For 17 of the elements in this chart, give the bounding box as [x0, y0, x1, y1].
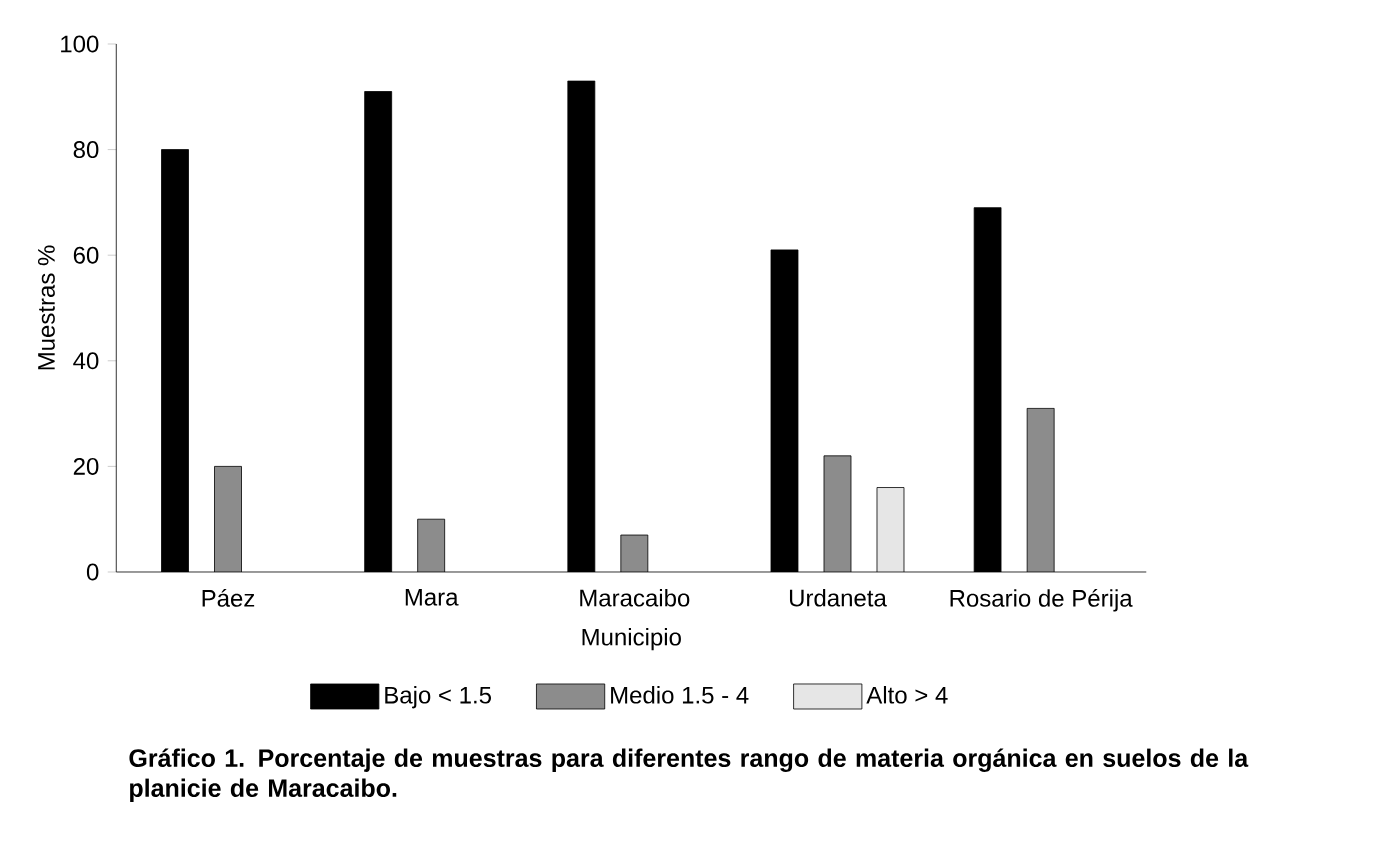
legend-label: Alto > 4 [866, 686, 948, 704]
x-tick-label: Maracaibo [580, 588, 690, 607]
text: Gráfico 1. Porcentaje de muestras para diferentes rango de materia orgánica en suelos de la planicie de Maracaibo. [129, 748, 1249, 802]
x-tick-label: Rosario de Périja [950, 588, 1133, 612]
x-tick-label: Urdaneta [789, 588, 887, 607]
x-axis-title: Municipio [582, 628, 681, 651]
y-tick-label: 0 [86, 563, 99, 581]
legend-label: Medio 1.5 - 4 [611, 686, 749, 704]
y-tick-label: 20 [73, 457, 99, 475]
y-tick-label: 60 [73, 246, 99, 264]
y-tick-label: 40 [73, 352, 99, 370]
x-tick-label: Páez [202, 588, 255, 607]
legend-label: Bajo < 1.5 [385, 686, 491, 709]
x-tick-label: Mara [405, 588, 459, 606]
y-tick-label: 80 [73, 141, 99, 159]
y-axis-title: Muestras % [38, 245, 55, 370]
y-tick-label: 100 [61, 35, 99, 53]
